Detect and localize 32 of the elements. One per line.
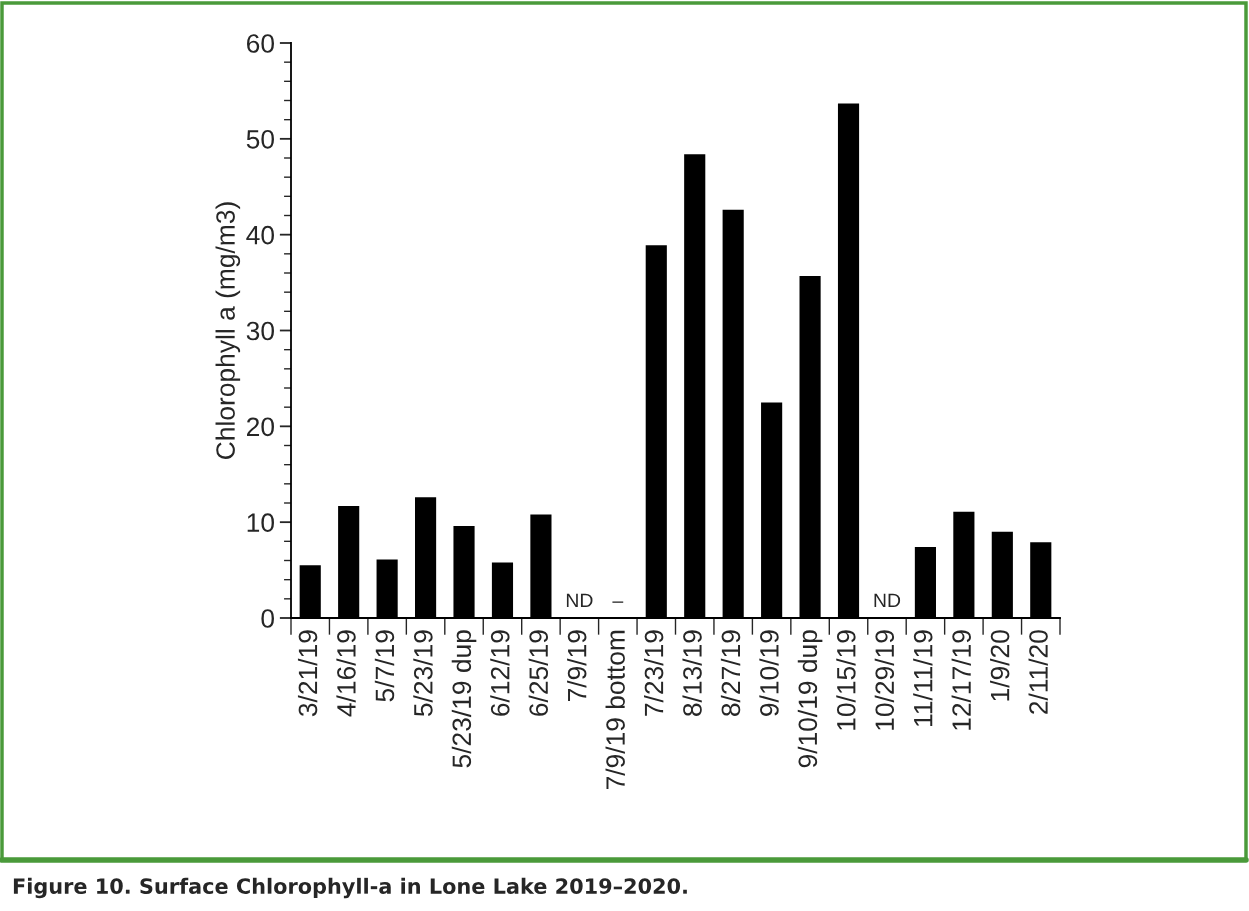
text: Figure 10. Surface Chlorophyll-a in Lone Lake 2019–2020. — [13, 877, 687, 899]
x-tick-label: 9/10/19 dup — [797, 630, 823, 768]
x-tick-label: 5/23/19 dup — [451, 630, 477, 768]
x-tick-label: 7/9/19 — [567, 630, 587, 702]
x-tick-label: 2/11/20 — [1028, 630, 1048, 714]
x-tick-label: 7/9/19 bottom — [605, 630, 625, 790]
x-tick-label: 3/21/19 — [297, 630, 318, 717]
y-tick-label: 20 — [247, 417, 274, 437]
x-tick-label: 12/17/19 — [951, 630, 971, 730]
x-tick-label: 8/27/19 — [720, 630, 741, 716]
y-tick-label: 10 — [247, 513, 274, 532]
y-tick-label: 0 — [261, 609, 274, 628]
x-tick-label: 7/23/19 — [643, 630, 664, 716]
y-tick-label: 50 — [246, 129, 274, 149]
x-tick-label: 6/12/19 — [490, 630, 510, 716]
text: ND — [874, 593, 901, 608]
x-tick-label: 5/23/19 — [413, 630, 433, 717]
y-axis-title: Chlorophyll a (mg/m3) — [215, 202, 241, 459]
x-tick-label: 10/15/19 — [836, 630, 856, 730]
text: – — [612, 601, 624, 603]
y-tick-label: 60 — [247, 34, 274, 53]
x-tick-label: 6/25/19 — [528, 630, 549, 716]
x-tick-label: 11/11/19 — [913, 630, 933, 726]
x-tick-label: 5/7/19 — [374, 630, 395, 702]
x-tick-label: 4/16/19 — [336, 630, 356, 717]
x-tick-label: 1/9/20 — [990, 630, 1010, 701]
y-tick-label: 40 — [246, 225, 274, 245]
x-tick-label: 9/10/19 — [759, 630, 779, 716]
text: ND — [566, 593, 593, 608]
y-tick-label: 30 — [246, 321, 274, 341]
x-tick-label: 8/13/19 — [682, 630, 702, 716]
x-tick-label: 10/29/19 — [874, 630, 895, 730]
